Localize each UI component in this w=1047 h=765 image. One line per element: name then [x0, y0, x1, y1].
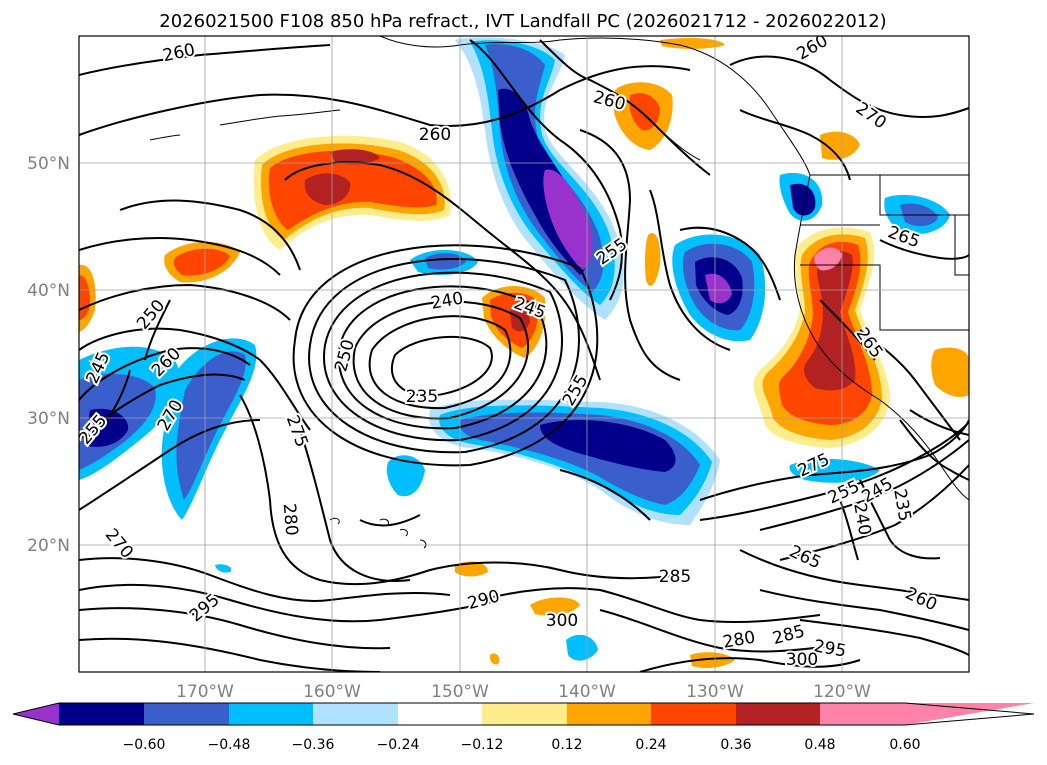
shade-pos-18 [455, 561, 488, 577]
shade-neg-23 [705, 273, 732, 304]
colorbar-segment [567, 703, 651, 725]
shade-neg-18 [566, 634, 598, 661]
shade-pos-25 [804, 251, 856, 391]
colorbar-tick-label: −0.48 [208, 737, 251, 753]
colorbar-tick-label: 0.48 [804, 737, 835, 753]
colorbar-tick-label: −0.12 [461, 737, 504, 753]
colorbar-tick-label: −0.24 [377, 737, 420, 753]
lon-label: 140°W [558, 682, 616, 702]
shade-pos-20 [690, 652, 735, 668]
shade-neg-17 [386, 455, 425, 497]
shade-pos-16 [644, 233, 661, 286]
lon-label: 160°W [303, 682, 361, 702]
shade-neg-14 [176, 351, 246, 500]
contour-label: 280 [279, 503, 302, 537]
lon-label: 170°W [176, 682, 234, 702]
colorbar-extend-low [13, 703, 59, 725]
lon-label: 150°W [431, 682, 489, 702]
contour-label: 285 [659, 567, 691, 587]
lat-label: 30°N [27, 409, 70, 429]
gridlines [79, 36, 969, 672]
map-title: 2026021500 F108 850 hPa refract., IVT La… [159, 11, 886, 32]
shade-neg-19 [789, 458, 880, 483]
shade-pos-21 [489, 653, 500, 665]
contour-label: 300 [546, 611, 578, 631]
lat-label: 40°N [27, 281, 70, 301]
lon-label: 130°W [686, 682, 744, 702]
shade-neg-16 [425, 253, 466, 270]
map-frame [78, 35, 970, 673]
colorbar-segment [820, 703, 905, 725]
lon-label: 120°W [813, 682, 871, 702]
colorbar-tick-label: −0.60 [123, 737, 166, 753]
shading-layer [79, 37, 969, 668]
colorbar-tick-label: 0.24 [635, 737, 666, 753]
lat-label: 50°N [27, 154, 70, 174]
colorbar-segment [398, 703, 482, 725]
colorbar: −0.60 −0.48 −0.36 −0.24 −0.12 0.12 0.24 … [12, 702, 1035, 753]
lat-axis-labels: 50°N 40°N 30°N 20°N [27, 154, 70, 556]
coastline-layer [149, 36, 969, 549]
colorbar-segment [736, 703, 820, 725]
contour-label: 235 [406, 387, 438, 407]
colorbar-extend-high [905, 703, 1034, 725]
shade-neg-25 [790, 183, 816, 216]
colorbar-segment [144, 703, 229, 725]
shade-pos-5 [330, 149, 380, 165]
colorbar-tick-label: 0.36 [720, 737, 751, 753]
shade-pos-17 [660, 37, 725, 49]
shade-pos-27 [931, 347, 969, 397]
contour-label: 295 [812, 636, 847, 661]
colorbar-segment [313, 703, 398, 725]
shade-pos-15 [820, 131, 860, 160]
colorbar-segment [229, 703, 313, 725]
lon-axis-labels: 170°W 160°W 150°W 140°W 130°W 120°W [176, 682, 871, 702]
colorbar-segment [651, 703, 736, 725]
map-panel: 260 260 260 260 270 255 265 240 245 250 … [79, 36, 969, 672]
shade-neg-5 [543, 169, 593, 270]
contour-label: 300 [786, 650, 818, 670]
contour-label: 260 [419, 125, 451, 145]
shade-pos-4 [304, 173, 351, 205]
shade-neg-28 [215, 564, 232, 573]
colorbar-segment [59, 703, 144, 725]
colorbar-segment [482, 703, 567, 725]
shade-neg-9 [540, 420, 676, 472]
contour-layer [79, 39, 969, 672]
colorbar-tick-label: 0.60 [889, 737, 920, 753]
shade-pos-19 [530, 597, 580, 616]
colorbar-tick-label: −0.36 [292, 737, 335, 753]
lat-label: 20°N [27, 536, 70, 556]
colorbar-tick-label: 0.12 [551, 737, 582, 753]
colorbar-outline [12, 702, 1035, 726]
shade-pos-7 [173, 248, 230, 276]
